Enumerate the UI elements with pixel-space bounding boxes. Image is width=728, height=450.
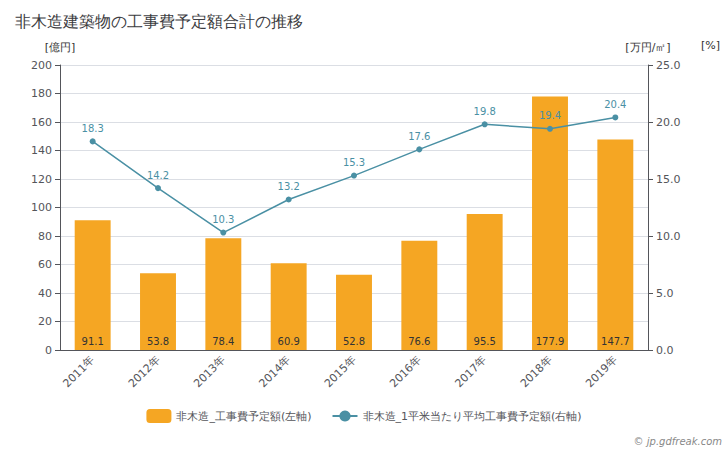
svg-text:非木造_1平米当たり平均工事費予定額(右軸): 非木造_1平米当たり平均工事費予定額(右軸) xyxy=(363,410,582,423)
svg-text:25.0: 25.0 xyxy=(656,59,681,72)
svg-text:180: 180 xyxy=(31,87,52,100)
svg-text:0.0: 0.0 xyxy=(656,344,674,357)
svg-text:2016年: 2016年 xyxy=(387,353,424,390)
svg-text:160: 160 xyxy=(31,116,52,129)
svg-text:13.2: 13.2 xyxy=(278,181,300,192)
svg-text:53.8: 53.8 xyxy=(147,336,169,347)
svg-text:2011年: 2011年 xyxy=(61,353,98,390)
svg-text:52.8: 52.8 xyxy=(343,336,365,347)
svg-text:80: 80 xyxy=(38,230,52,243)
svg-text:100: 100 xyxy=(31,201,52,214)
svg-text:200: 200 xyxy=(31,59,52,72)
svg-text:2012年: 2012年 xyxy=(126,353,163,390)
svg-text:0: 0 xyxy=(45,344,52,357)
svg-text:10.0: 10.0 xyxy=(656,230,681,243)
svg-text:5.0: 5.0 xyxy=(656,287,674,300)
svg-text:15.0: 15.0 xyxy=(656,173,681,186)
svg-text:14.2: 14.2 xyxy=(147,170,169,181)
svg-text:[万円/㎡]: [万円/㎡] xyxy=(625,41,670,54)
svg-text:2015年: 2015年 xyxy=(322,353,359,390)
svg-text:[億円]: [億円] xyxy=(45,41,76,54)
svg-text:2014年: 2014年 xyxy=(257,353,294,390)
svg-text:20.4: 20.4 xyxy=(604,99,626,110)
svg-text:非木造_工事費予定額(左軸): 非木造_工事費予定額(左軸) xyxy=(176,410,311,423)
svg-text:147.7: 147.7 xyxy=(601,336,630,347)
svg-text:17.6: 17.6 xyxy=(408,131,430,142)
svg-text:19.8: 19.8 xyxy=(474,106,496,117)
svg-text:© jp.gdfreak.com: © jp.gdfreak.com xyxy=(634,436,723,447)
svg-text:60.9: 60.9 xyxy=(278,336,300,347)
svg-text:2019年: 2019年 xyxy=(583,353,620,390)
svg-text:78.4: 78.4 xyxy=(212,336,234,347)
svg-text:120: 120 xyxy=(31,173,52,186)
svg-text:20: 20 xyxy=(38,315,52,328)
svg-text:76.6: 76.6 xyxy=(408,336,430,347)
svg-text:60: 60 xyxy=(38,258,52,271)
svg-text:177.9: 177.9 xyxy=(536,336,565,347)
svg-text:95.5: 95.5 xyxy=(474,336,496,347)
svg-text:15.3: 15.3 xyxy=(343,157,365,168)
svg-text:2013年: 2013年 xyxy=(191,353,228,390)
svg-text:20.0: 20.0 xyxy=(656,116,681,129)
svg-text:10.3: 10.3 xyxy=(212,214,234,225)
svg-text:2017年: 2017年 xyxy=(453,353,490,390)
svg-text:18.3: 18.3 xyxy=(82,123,104,134)
svg-text:非木造建築物の工事費予定額合計の推移: 非木造建築物の工事費予定額合計の推移 xyxy=(15,12,303,31)
svg-text:91.1: 91.1 xyxy=(82,336,104,347)
svg-text:140: 140 xyxy=(31,144,52,157)
svg-text:40: 40 xyxy=(38,287,52,300)
svg-text:2018年: 2018年 xyxy=(518,353,555,390)
svg-text:[%]: [%] xyxy=(701,39,720,52)
svg-text:19.4: 19.4 xyxy=(539,110,561,121)
